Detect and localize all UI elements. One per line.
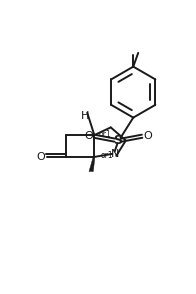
Text: S: S — [113, 134, 122, 147]
Text: or1: or1 — [100, 151, 113, 160]
Polygon shape — [89, 157, 95, 171]
Text: O: O — [143, 131, 152, 141]
Text: H: H — [81, 111, 89, 121]
Text: O: O — [84, 131, 93, 141]
Text: O: O — [37, 152, 45, 162]
Text: N: N — [111, 149, 119, 159]
Text: or1: or1 — [99, 130, 112, 139]
